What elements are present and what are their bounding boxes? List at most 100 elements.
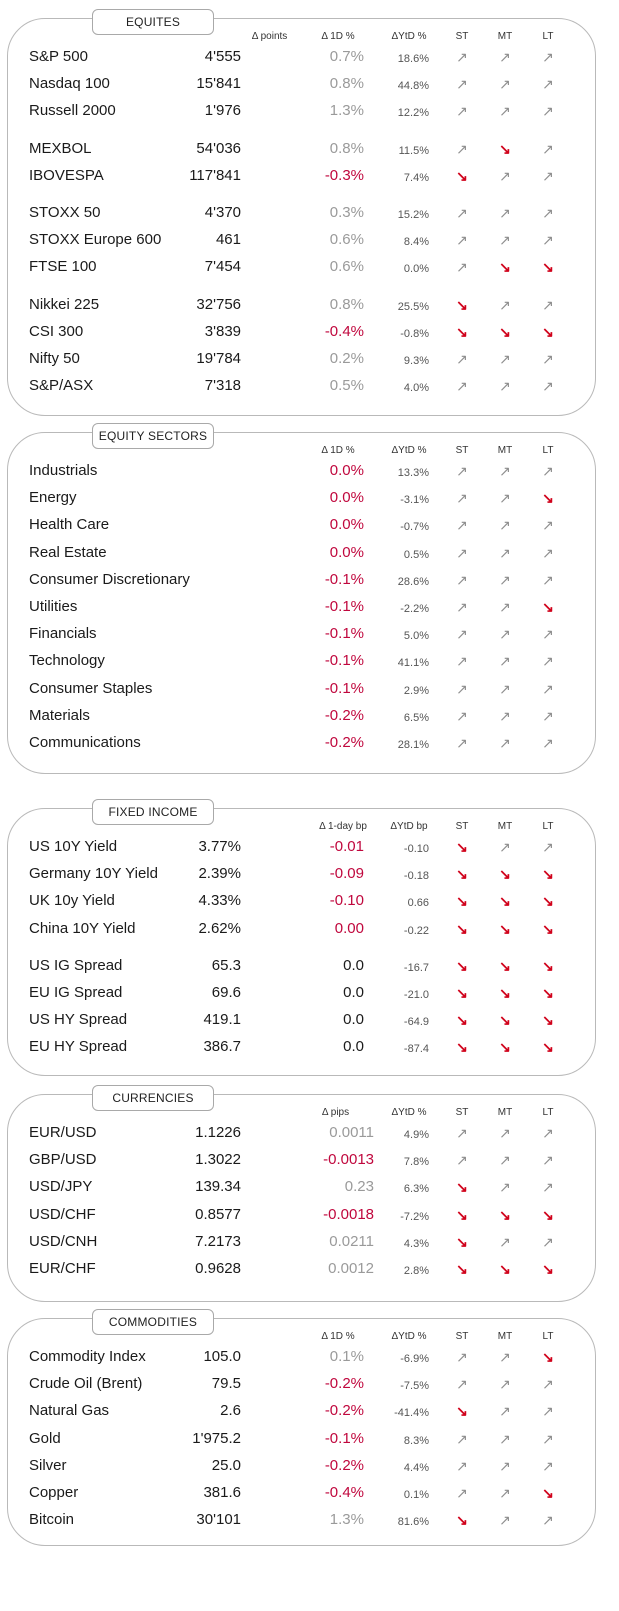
arrow-up-right-icon: ↗	[499, 1457, 511, 1474]
one-day-change: -0.1%	[324, 679, 364, 697]
arrow-up-right-icon: ↗	[456, 140, 468, 157]
header-ytd: ΔYtD %	[391, 1331, 427, 1342]
arrow-up-right-icon: ↗	[499, 1152, 511, 1169]
instrument-name: Copper	[29, 1484, 79, 1501]
instrument-level: 79.5	[211, 1375, 241, 1393]
one-day-change: 0.23	[344, 1178, 374, 1196]
ytd-change: 6.3%	[403, 1183, 429, 1196]
arrow-up-right-icon: ↗	[499, 1233, 511, 1250]
one-day-change: -0.0013	[323, 1151, 374, 1169]
instrument-name: Commodity Index	[29, 1348, 146, 1365]
arrow-up-right-icon: ↗	[542, 232, 554, 249]
instrument-level: 7'318	[204, 377, 241, 395]
arrow-up-right-icon: ↗	[542, 296, 554, 313]
arrow-down-right-icon: ↘	[542, 1206, 554, 1223]
arrow-up-right-icon: ↗	[542, 1233, 554, 1250]
arrow-down-right-icon: ↘	[542, 599, 554, 615]
list-item: EUR/CHF 0.9628 0.0012 2.8% ↘ ↘ ↘	[8, 1258, 595, 1285]
list-item: Russell 2000 1'976 1.3% 12.2% ↗ ↗ ↗	[8, 100, 595, 127]
ytd-change: -16.7	[403, 961, 429, 974]
instrument-level: 7'454	[204, 258, 241, 276]
header-st: ST	[455, 1107, 469, 1118]
arrow-up-right-icon: ↗	[542, 1152, 554, 1169]
ytd-change: -87.4	[403, 1043, 429, 1056]
header-d1: Δ 1D %	[321, 445, 355, 456]
ytd-change: 8.4%	[403, 236, 429, 249]
ytd-change: 4.4%	[403, 1461, 429, 1474]
list-item: Consumer Discretionary -0.1% 28.6% ↗ ↗ ↗	[8, 569, 595, 596]
header-st: ST	[455, 1331, 469, 1342]
one-day-change: 0.0%	[329, 462, 364, 479]
arrow-down-right-icon: ↘	[456, 1233, 468, 1250]
arrow-down-right-icon: ↘	[499, 1039, 511, 1056]
arrow-up-right-icon: ↗	[456, 1349, 468, 1365]
arrow-up-right-icon: ↗	[456, 707, 468, 724]
one-day-change: 0.0	[343, 984, 364, 1001]
ytd-change: 4.3%	[403, 1237, 429, 1250]
arrow-up-right-icon: ↗	[542, 205, 554, 221]
arrow-down-right-icon: ↘	[456, 296, 468, 313]
instrument-level: 1'976	[204, 102, 241, 120]
arrow-up-right-icon: ↗	[499, 544, 511, 561]
arrow-up-right-icon: ↗	[499, 232, 511, 249]
header-lt: LT	[542, 31, 554, 42]
list-item: Nikkei 225 32'756 0.8% 25.5% ↘ ↗ ↗	[8, 294, 595, 321]
arrow-down-right-icon: ↘	[499, 1206, 511, 1223]
instrument-level: 117'841	[189, 166, 241, 184]
instrument-name: MEXBOL	[29, 139, 92, 157]
one-day-change: -0.2%	[324, 1402, 364, 1420]
instrument-name: USD/CNH	[29, 1232, 98, 1250]
instrument-name: Industrials	[29, 462, 98, 479]
arrow-up-right-icon: ↗	[499, 351, 511, 367]
arrow-up-right-icon: ↗	[542, 839, 554, 855]
instrument-name: STOXX 50	[29, 204, 101, 221]
ytd-change: 0.0%	[403, 263, 429, 276]
list-item: Bitcoin 30'101 1.3% 81.6% ↘ ↗ ↗	[8, 1509, 595, 1536]
arrow-down-right-icon: ↘	[456, 957, 468, 974]
list-item: Health Care 0.0% -0.7% ↗ ↗ ↗	[8, 514, 595, 541]
ytd-change: 4.0%	[403, 382, 429, 395]
one-day-change: 0.0012	[328, 1260, 374, 1277]
arrow-down-right-icon: ↘	[499, 259, 511, 276]
ytd-change: -0.18	[403, 870, 429, 883]
panel-commodities: Δ 1D % ΔYtD % ST MT LT Commodity Index 105.0 0.…	[7, 1318, 596, 1546]
header-d1: Δ 1D %	[321, 1331, 355, 1342]
list-item: Germany 10Y Yield 2.39% -0.09 -0.18 ↘ ↘ ↘	[8, 863, 595, 890]
instrument-name: EUR/USD	[29, 1124, 97, 1141]
list-item: US IG Spread 65.3 0.0 -16.7 ↘ ↘ ↘	[8, 955, 595, 982]
arrow-down-right-icon: ↘	[542, 259, 554, 276]
one-day-change: -0.2%	[324, 706, 364, 724]
arrow-up-right-icon: ↗	[456, 653, 468, 670]
ytd-change: 12.2%	[397, 107, 429, 120]
ytd-change: -2.2%	[400, 603, 429, 615]
one-day-change: 0.0211	[329, 1232, 374, 1250]
header-mt: MT	[497, 821, 513, 832]
list-item: Technology -0.1% 41.1% ↗ ↗ ↗	[8, 650, 595, 677]
arrow-up-right-icon: ↗	[456, 735, 468, 751]
arrow-down-right-icon: ↘	[456, 866, 468, 883]
instrument-level: 0.8577	[195, 1205, 241, 1223]
ytd-change: 9.3%	[403, 355, 429, 367]
arrow-down-right-icon: ↘	[499, 323, 511, 340]
arrow-up-right-icon: ↗	[456, 1125, 468, 1141]
one-day-change: 0.0	[343, 956, 364, 974]
list-item: EUR/USD 1.1226 0.0011 4.9% ↗ ↗ ↗	[8, 1122, 595, 1149]
panel-fixed_income: Δ 1-day bp ΔYtD bp ST MT LT US 10Y Yield 3.77%…	[7, 808, 596, 1076]
section-title-currencies: CURRENCIES	[92, 1085, 214, 1111]
one-day-change: -0.2%	[324, 1375, 364, 1393]
arrow-up-right-icon: ↗	[499, 378, 511, 395]
instrument-name: US HY Spread	[29, 1011, 128, 1029]
arrow-up-right-icon: ↗	[542, 1512, 554, 1529]
arrow-up-right-icon: ↗	[499, 735, 511, 751]
arrow-up-right-icon: ↗	[499, 1430, 511, 1447]
arrow-up-right-icon: ↗	[542, 1457, 554, 1474]
arrow-down-right-icon: ↘	[542, 1261, 554, 1277]
arrow-up-right-icon: ↗	[456, 232, 468, 249]
list-item: Natural Gas 2.6 -0.2% -41.4% ↘ ↗ ↗	[8, 1400, 595, 1427]
arrow-down-right-icon: ↘	[499, 893, 511, 910]
instrument-name: Nikkei 225	[29, 295, 100, 313]
arrow-up-right-icon: ↗	[542, 76, 554, 93]
arrow-down-right-icon: ↘	[542, 920, 554, 937]
instrument-name: Crude Oil (Brent)	[29, 1375, 143, 1393]
arrow-up-right-icon: ↗	[456, 517, 468, 534]
